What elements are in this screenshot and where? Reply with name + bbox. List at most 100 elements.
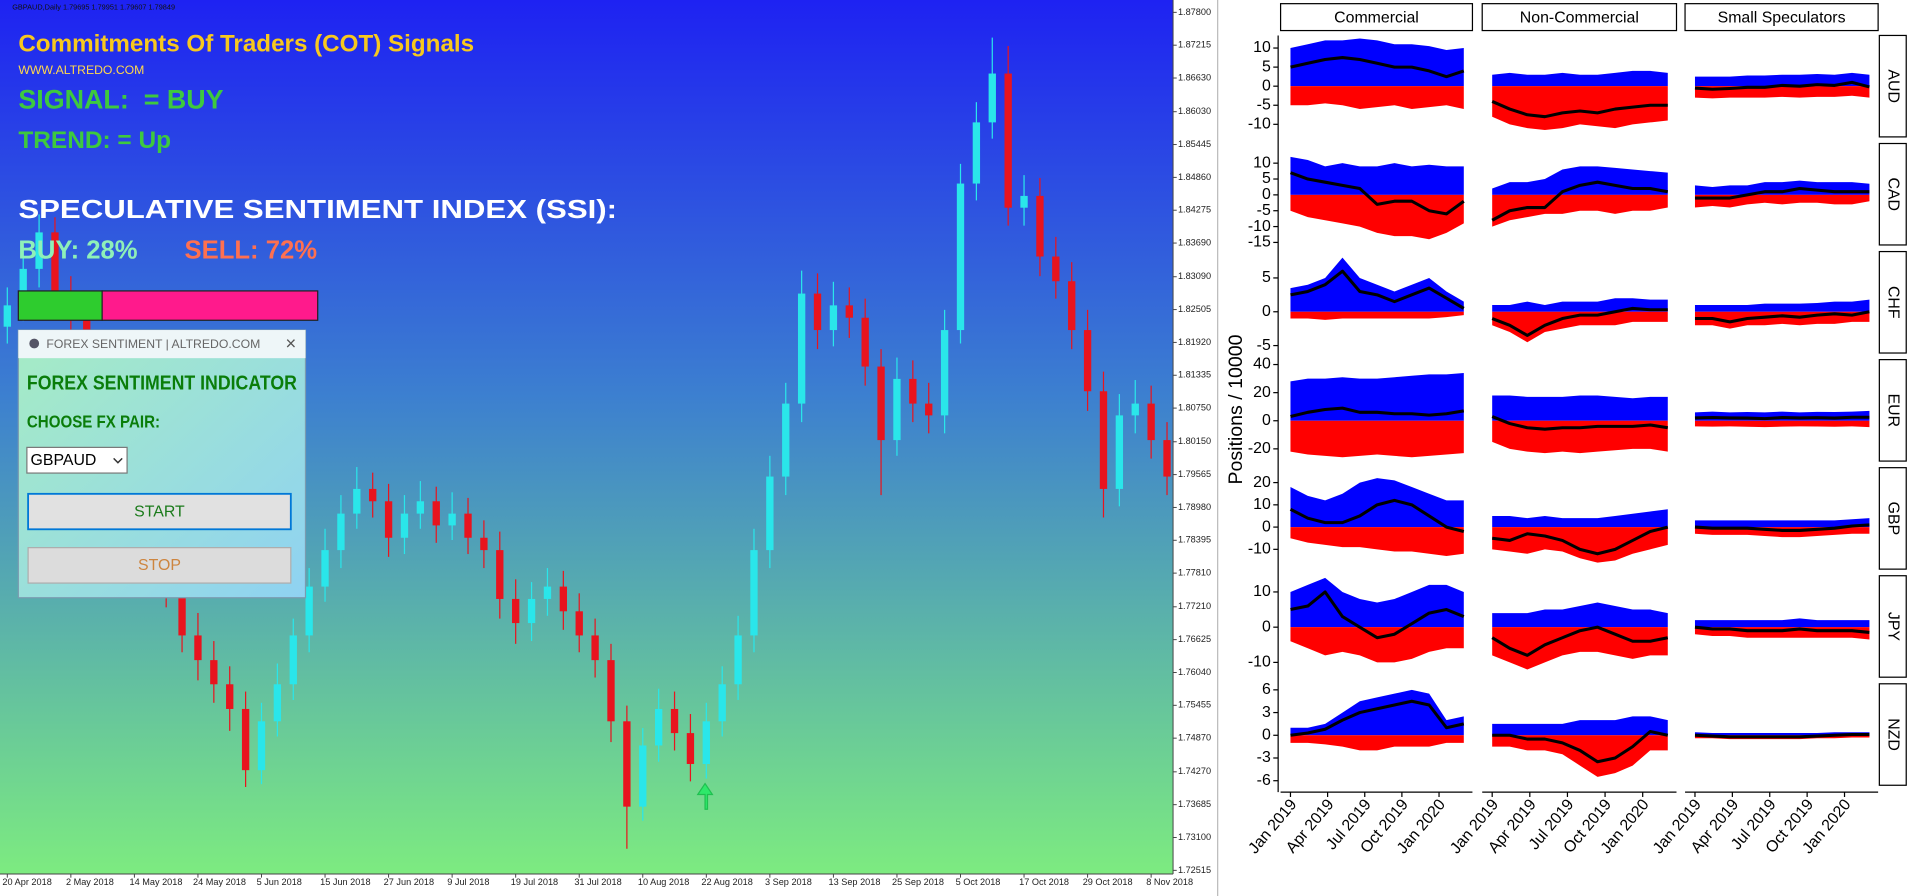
y-tick-label: 20	[1253, 474, 1271, 491]
candle-body	[797, 293, 806, 404]
net-line	[1491, 625, 1669, 657]
x-tick-label: 29 Oct 2018	[1083, 877, 1133, 887]
y-tick-label: 1.79565	[1178, 469, 1211, 479]
long-area	[1694, 299, 1870, 312]
candle-body	[782, 403, 790, 477]
y-tick-label: 0	[1262, 412, 1271, 429]
net-line	[1491, 180, 1669, 222]
row-strip-label: JPY	[1885, 612, 1902, 642]
y-tick-label: 20	[1253, 384, 1271, 401]
row-strip-label: EUR	[1885, 394, 1902, 428]
y-tick-label: 1.80750	[1178, 403, 1211, 413]
website: WWW.ALTREDO.COM	[18, 63, 144, 77]
candle-body	[369, 488, 377, 502]
candle-body	[257, 721, 266, 771]
candle-body	[861, 317, 869, 367]
ssi-buy: BUY: 28%	[18, 237, 137, 265]
y-tick-label: 1.74270	[1178, 766, 1211, 776]
choose-label: CHOOSE FX PAIR:	[27, 412, 160, 431]
candle-body	[623, 721, 631, 807]
trend: TREND: = Up	[18, 127, 171, 154]
net-line	[1694, 415, 1870, 421]
short-area	[1290, 735, 1464, 751]
net-line	[1290, 269, 1465, 310]
long-area	[1492, 70, 1668, 87]
candle-body	[972, 122, 981, 184]
candle-body	[226, 684, 234, 709]
close-button[interactable]: ×	[285, 333, 296, 354]
candle-body	[289, 635, 297, 685]
net-line	[1694, 187, 1870, 200]
net-line	[1694, 625, 1870, 634]
y-tick-label: -5	[1257, 96, 1271, 113]
candle-body	[988, 73, 996, 123]
y-tick-label: 1.86630	[1178, 72, 1211, 82]
y-tick-label: 1.83090	[1178, 271, 1211, 281]
signal: SIGNAL: = BUY	[18, 85, 223, 115]
y-axis-title: Positions / 10000	[1225, 334, 1247, 484]
y-tick-label: 0	[1262, 726, 1271, 743]
row-strip	[1878, 250, 1907, 354]
candle-body	[480, 537, 488, 551]
ssi-buy-bar	[17, 290, 103, 321]
y-tick-label: 1.85445	[1178, 139, 1211, 149]
candle-body	[1131, 403, 1139, 416]
y-tick-label: -5	[1257, 337, 1271, 354]
y-tick-label: 40	[1253, 356, 1271, 373]
net-line	[1491, 415, 1669, 431]
row-strip	[1878, 142, 1907, 246]
pair-select[interactable]	[26, 446, 128, 474]
y-tick-label: -10	[1248, 541, 1271, 558]
candle-body	[496, 550, 504, 599]
candle-body	[877, 366, 885, 441]
column-strip-label: Non-Commercial	[1520, 10, 1639, 27]
candle-body	[575, 611, 583, 636]
candle-body	[766, 476, 774, 551]
candle-body	[3, 305, 11, 327]
long-area	[1492, 298, 1668, 312]
short-area	[1492, 86, 1668, 131]
short-area	[1492, 735, 1668, 777]
net-line	[1491, 525, 1669, 556]
column-strip	[1481, 3, 1678, 32]
net-line	[1289, 498, 1465, 534]
long-area	[1492, 716, 1668, 736]
y-tick-label: 1.81335	[1178, 370, 1211, 380]
ssi-title: SPECULATIVE SENTIMENT INDEX (SSI):	[18, 196, 617, 224]
x-tick-label: 20 Apr 2018	[2, 877, 51, 887]
net-line	[1290, 56, 1465, 79]
candle-body	[670, 708, 679, 734]
y-tick-label: -3	[1257, 749, 1271, 766]
candle-body	[1099, 391, 1108, 489]
candle-body	[416, 501, 425, 514]
long-area	[1694, 410, 1870, 421]
y-tick-label: 1.84860	[1178, 172, 1211, 182]
y-tick-label: 1.73100	[1178, 832, 1211, 842]
candle-body	[925, 403, 933, 416]
stop-button[interactable]	[27, 547, 292, 584]
y-tick-label: 1.83690	[1178, 237, 1211, 247]
y-tick-label: 0	[1262, 518, 1271, 535]
x-tick-label: 13 Sep 2018	[829, 877, 881, 887]
net-line	[1694, 732, 1870, 739]
net-line	[1290, 590, 1465, 640]
candle-body	[464, 513, 472, 538]
candle-body	[337, 513, 345, 551]
candle-body	[750, 550, 758, 636]
start-button[interactable]	[27, 492, 292, 531]
y-tick-label: -10	[1248, 116, 1271, 133]
panel-icon	[29, 338, 40, 349]
short-area	[1492, 311, 1668, 343]
candle-body	[273, 684, 282, 722]
candle-body	[241, 708, 250, 771]
y-tick-label: 1.77210	[1178, 601, 1211, 611]
long-area	[1694, 72, 1870, 87]
candle-body	[527, 598, 536, 624]
candle-body	[845, 305, 853, 318]
pair-value: GBPAUD	[31, 452, 97, 469]
start-label: START	[134, 503, 185, 520]
x-tick-label: 9 Jul 2018	[447, 877, 489, 887]
candle-body	[1115, 415, 1124, 489]
y-tick-label: 6	[1262, 681, 1271, 698]
x-tick-label: 5 Oct 2018	[956, 877, 1001, 887]
